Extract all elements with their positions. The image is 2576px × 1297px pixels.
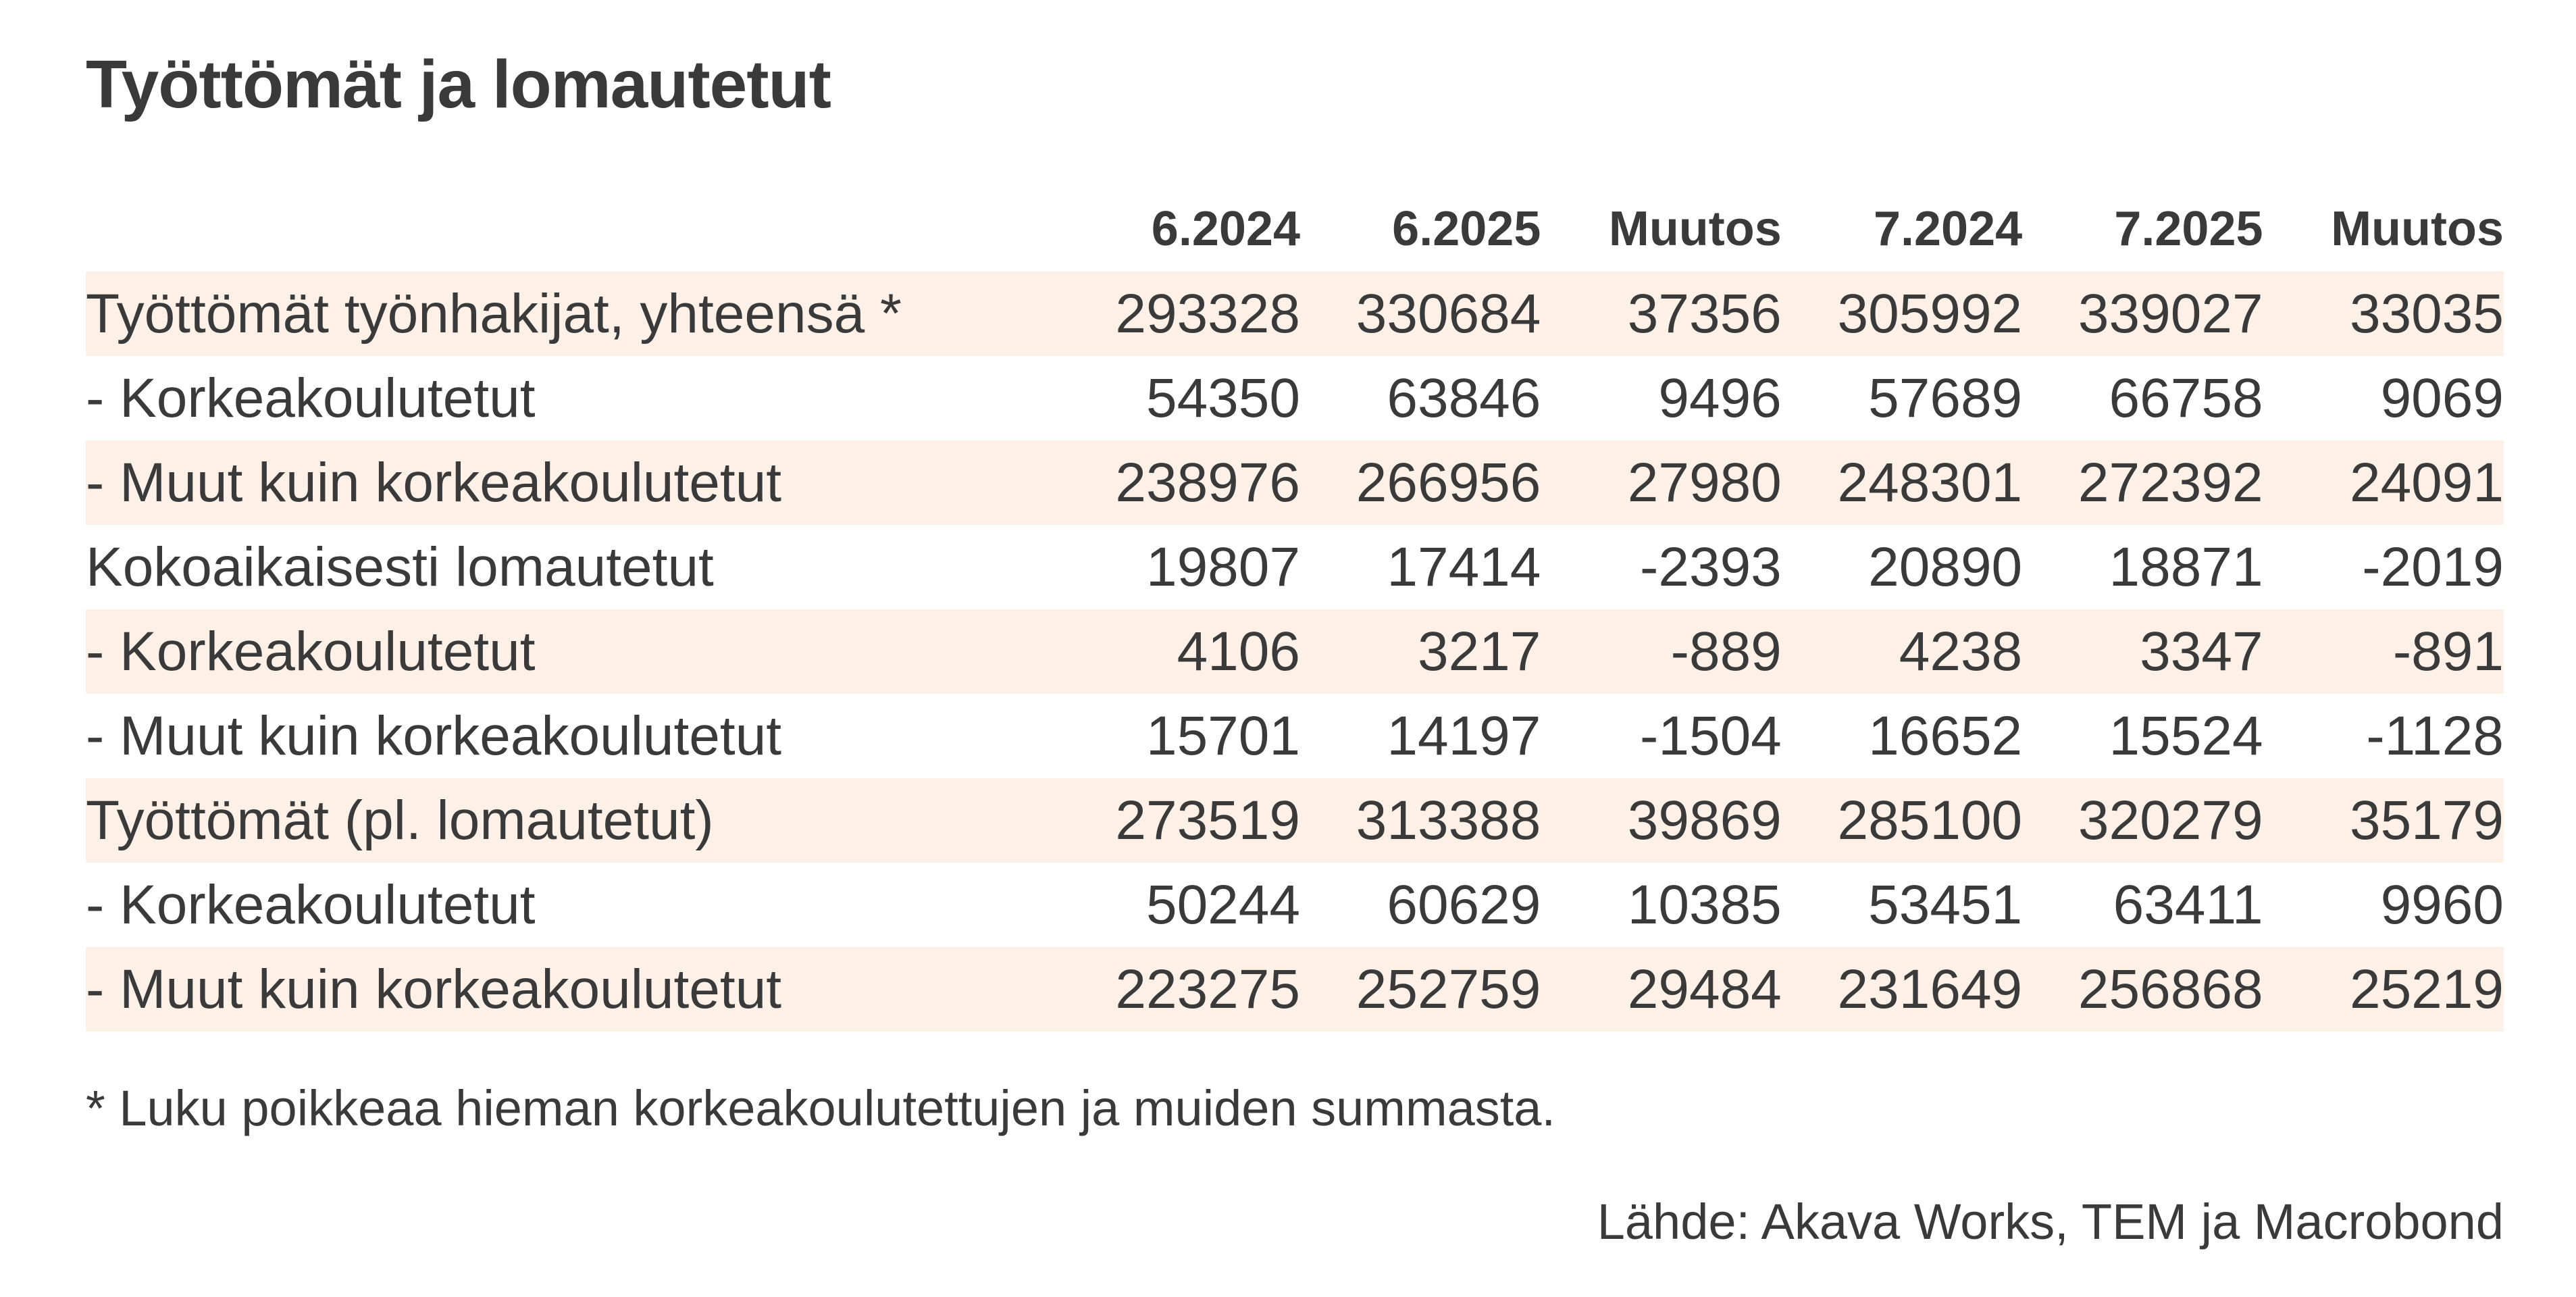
table-cell: 9960: [2380, 873, 2504, 936]
table-cell: 16652: [1868, 705, 2023, 767]
table-header-row: 6.2024 6.2025 Muutos 7.2024 7.2025 Muuto…: [86, 186, 2504, 272]
table-cell: 14197: [1387, 705, 1541, 767]
row-label: - Muut kuin korkeakoulutetut: [86, 440, 1060, 525]
table-cell: 285100: [1781, 778, 2023, 863]
table-cell: 273519: [1059, 778, 1300, 863]
table-cell: 9496: [1658, 367, 1782, 429]
data-table: 6.2024 6.2025 Muutos 7.2024 7.2025 Muuto…: [86, 186, 2504, 1032]
row-label: - Korkeakoulutetut: [86, 609, 1060, 694]
table-cell: 63411: [2113, 873, 2263, 936]
table-cell: 339027: [2022, 272, 2263, 356]
table-cell: 9069: [2380, 367, 2504, 429]
table-cell: 60629: [1387, 873, 1541, 936]
table-cell: 266956: [1300, 440, 1541, 525]
table-row: Työttömät työnhakijat, yhteensä * 293328 3…: [86, 272, 2504, 356]
table-row: Työttömät (pl. lomautetut) 273519 313388 39…: [86, 778, 2504, 863]
table-cell: 10385: [1627, 873, 1782, 936]
column-header: 6.2025: [1392, 202, 1541, 256]
footnote: * Luku poikkeaa hieman korkeakoulutettuj…: [86, 1080, 1556, 1136]
table-cell: 37356: [1541, 272, 1782, 356]
table-cell: 252759: [1300, 947, 1541, 1032]
table-cell: 50244: [1145, 873, 1300, 936]
row-label: - Muut kuin korkeakoulutetut: [86, 705, 782, 767]
table-cell: 66758: [2109, 367, 2263, 429]
table-cell: 19807: [1145, 536, 1300, 598]
table-cell: 313388: [1300, 778, 1541, 863]
row-label: Kokoaikaisesti lomautetut: [86, 536, 714, 598]
table-cell: 305992: [1781, 272, 2023, 356]
row-label: - Korkeakoulutetut: [86, 367, 536, 429]
column-header: Muutos: [2331, 202, 2504, 256]
table-cell: 27980: [1541, 440, 1782, 525]
table-cell: 223275: [1059, 947, 1300, 1032]
row-label: Työttömät (pl. lomautetut): [86, 778, 1060, 863]
table-cell: 20890: [1868, 536, 2023, 598]
table-cell: 238976: [1059, 440, 1300, 525]
table-cell: 3347: [2022, 609, 2263, 694]
row-label: - Korkeakoulutetut: [86, 873, 536, 936]
table-cell: 320279: [2022, 778, 2263, 863]
source-note: Lähde: Akava Works, TEM ja Macrobond: [1597, 1194, 2504, 1250]
table-row: Kokoaikaisesti lomautetut 19807 17414 -2393…: [86, 525, 2504, 609]
table-cell: 33035: [2263, 272, 2504, 356]
table-row: - Muut kuin korkeakoulutetut 238976 266956…: [86, 440, 2504, 525]
column-header: 6.2024: [1151, 202, 1300, 256]
table-cell: 39869: [1541, 778, 1782, 863]
chart-title: Työttömät ja lomautetut: [86, 47, 831, 122]
table-row: - Muut kuin korkeakoulutetut 223275 252759…: [86, 947, 2504, 1032]
table-body: Työttömät työnhakijat, yhteensä * 293328 3…: [86, 272, 2504, 1032]
column-header: Muutos: [1608, 202, 1782, 256]
table-cell: 17414: [1387, 536, 1541, 598]
table-cell: 29484: [1541, 947, 1782, 1032]
table-cell: 330684: [1300, 272, 1541, 356]
table-cell: 54350: [1145, 367, 1300, 429]
column-header: [86, 186, 1060, 272]
table-row: - Korkeakoulutetut 50244 60629 10385 53451 63…: [86, 863, 2504, 947]
table-cell: 256868: [2022, 947, 2263, 1032]
table-cell: 4238: [1781, 609, 2023, 694]
table-cell: 57689: [1868, 367, 2023, 429]
table-cell: 18871: [2109, 536, 2263, 598]
table-row: - Korkeakoulutetut 54350 63846 9496 57689 667…: [86, 356, 2504, 440]
row-label: - Muut kuin korkeakoulutetut: [86, 947, 1060, 1032]
table-cell: 25219: [2263, 947, 2504, 1032]
table-cell: 3217: [1300, 609, 1541, 694]
table-cell: -2019: [2362, 536, 2504, 598]
table-cell: 248301: [1781, 440, 2023, 525]
table-cell: -891: [2263, 609, 2504, 694]
table-row: - Korkeakoulutetut 4106 3217 -889 4238 3347 -8…: [86, 609, 2504, 694]
table-cell: 15524: [2109, 705, 2263, 767]
table-cell: 272392: [2022, 440, 2263, 525]
table-row: - Muut kuin korkeakoulutetut 15701 14197 -1…: [86, 694, 2504, 778]
table-cell: 63846: [1387, 367, 1541, 429]
table-cell: 35179: [2263, 778, 2504, 863]
table-cell: 15701: [1145, 705, 1300, 767]
column-header: 7.2025: [2114, 202, 2263, 256]
table-cell: -889: [1541, 609, 1782, 694]
table-cell: 24091: [2263, 440, 2504, 525]
table-cell: 4106: [1059, 609, 1300, 694]
table-cell: 231649: [1781, 947, 2023, 1032]
table-cell: 293328: [1059, 272, 1300, 356]
table-cell: -1128: [2366, 705, 2504, 767]
row-label: Työttömät työnhakijat, yhteensä *: [86, 272, 1060, 356]
table-cell: -1504: [1640, 705, 1782, 767]
data-table-container: 6.2024 6.2025 Muutos 7.2024 7.2025 Muuto…: [86, 186, 2504, 1032]
table-cell: -2393: [1640, 536, 1782, 598]
table-cell: 53451: [1868, 873, 2023, 936]
column-header: 7.2024: [1873, 202, 2023, 256]
